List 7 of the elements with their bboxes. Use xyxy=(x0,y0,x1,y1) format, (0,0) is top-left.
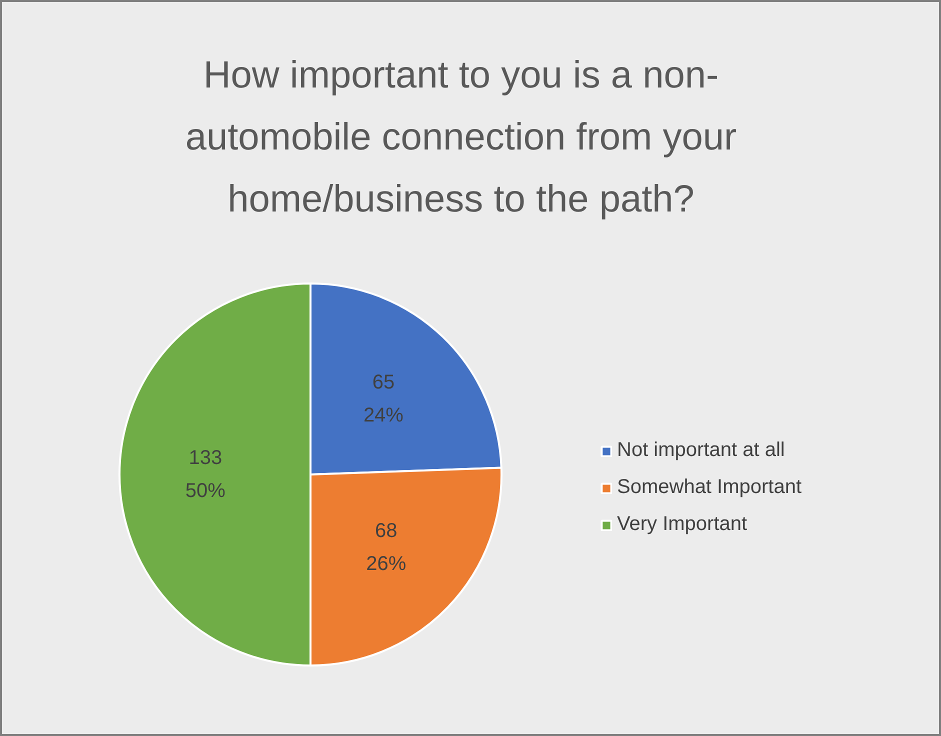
data-label: 68 26% xyxy=(366,520,406,575)
legend-label: Somewhat Important xyxy=(617,476,802,499)
legend-label: Very Important xyxy=(617,513,748,536)
chart-title: How important to you is a non- automobile connection from your home/business to the path? xyxy=(185,54,737,220)
data-label: 65 24% xyxy=(363,371,404,426)
data-label: 133 50% xyxy=(185,447,226,502)
legend-label: Not important at all xyxy=(617,439,785,462)
